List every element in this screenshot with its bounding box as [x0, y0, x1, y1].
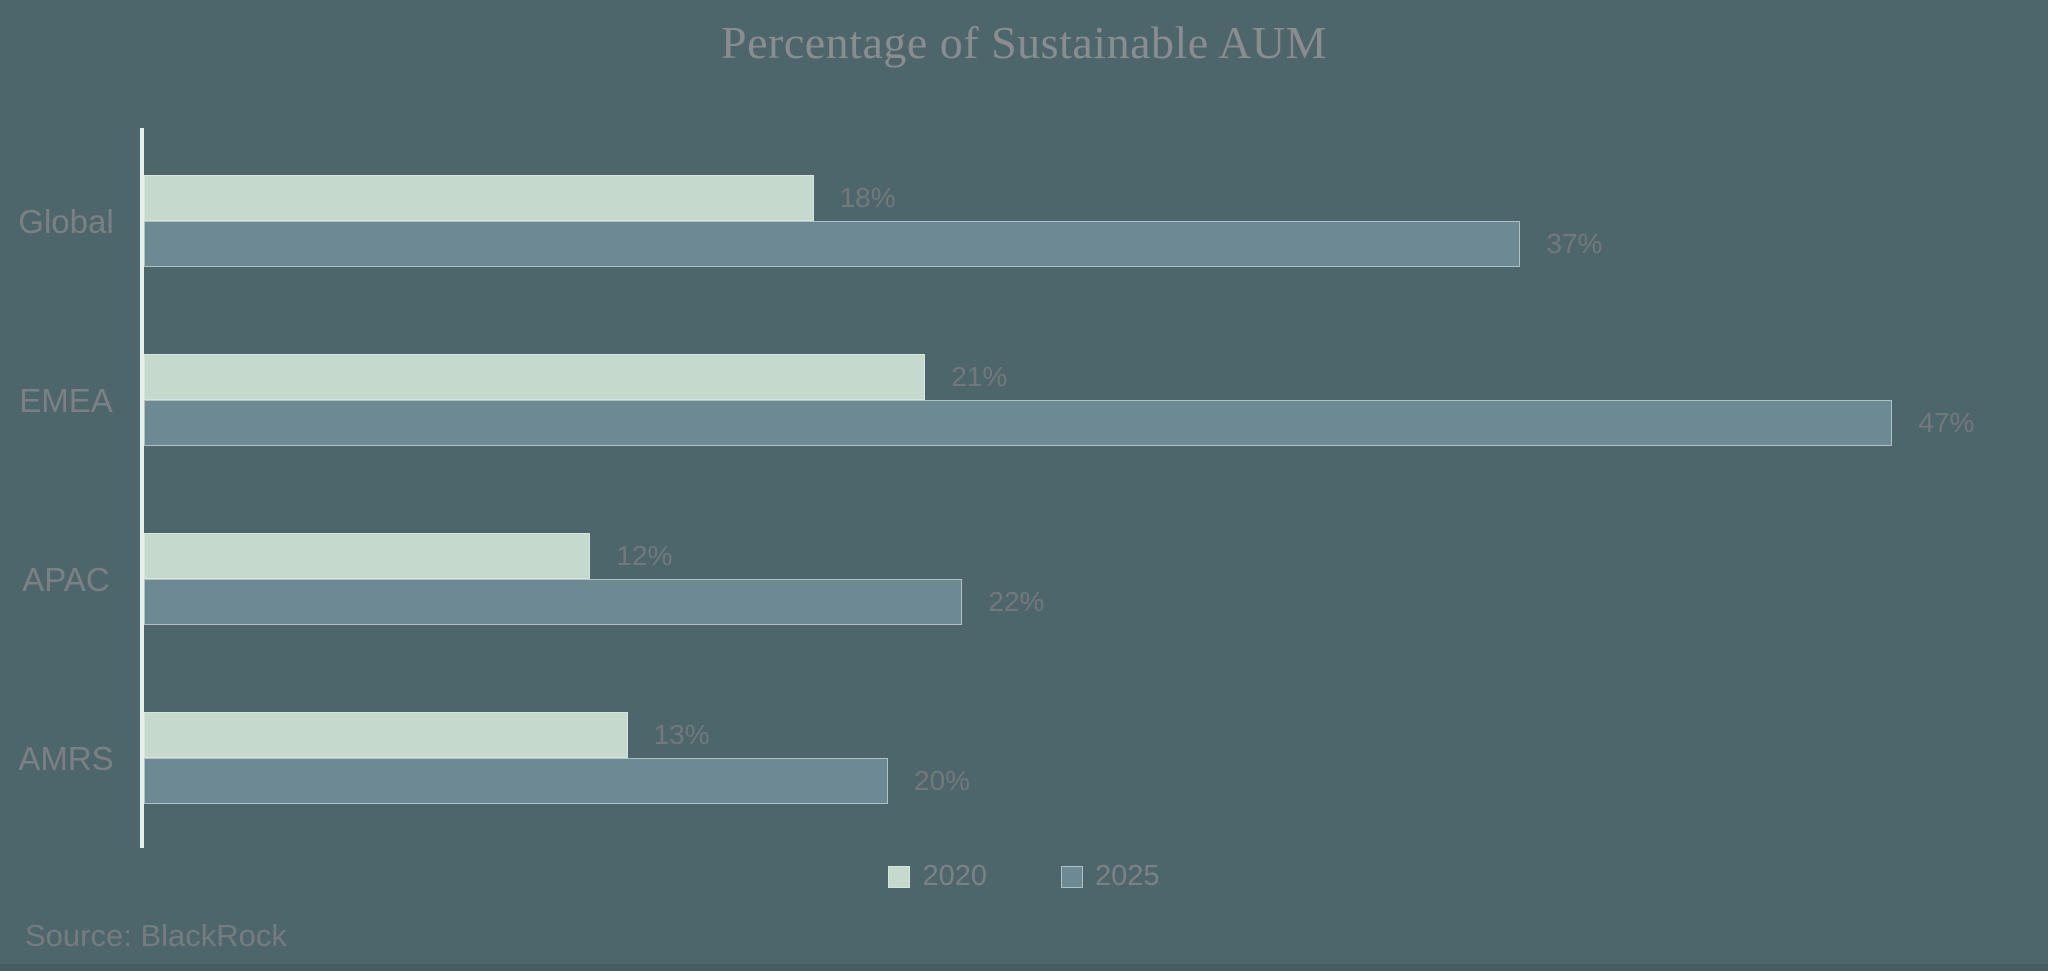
- value-label-global-2020: 18%: [839, 182, 896, 213]
- category-label-emea: EMEA: [19, 381, 113, 419]
- value-label-global-2025: 37%: [1546, 228, 1603, 259]
- value-label-apac-2025: 22%: [988, 586, 1045, 617]
- category-label-apac: APAC: [22, 560, 110, 598]
- legend-item-2025: 2025: [1061, 860, 1160, 893]
- bar-emea-2025: [144, 400, 1892, 446]
- category-label-amrs: AMRS: [18, 739, 114, 777]
- source-note: Source: BlackRock: [25, 918, 287, 953]
- value-label-emea-2025: 47%: [1918, 407, 1975, 438]
- value-label-apac-2020: 12%: [616, 540, 673, 571]
- value-label-amrs-2020: 13%: [653, 719, 710, 750]
- bottom-border-strip: [0, 964, 2048, 971]
- bar-global-2020: [144, 175, 814, 221]
- legend-swatch-2025: [1061, 865, 1083, 888]
- y-axis-line: [140, 128, 144, 848]
- value-label-amrs-2025: 20%: [914, 765, 971, 796]
- category-label-global: Global: [18, 202, 114, 240]
- chart-legend: 2020 2025: [0, 860, 2048, 893]
- bar-apac-2020: [144, 533, 590, 579]
- legend-label-2020: 2020: [922, 860, 987, 892]
- legend-label-2025: 2025: [1095, 860, 1160, 892]
- bar-amrs-2025: [144, 758, 888, 804]
- bar-amrs-2020: [144, 712, 628, 758]
- bar-global-2025: [144, 221, 1520, 267]
- legend-item-2020: 2020: [888, 860, 987, 893]
- chart-title: Percentage of Sustainable AUM: [721, 17, 1327, 68]
- bar-apac-2025: [144, 579, 962, 625]
- bar-emea-2020: [144, 354, 925, 400]
- value-label-emea-2020: 21%: [951, 361, 1008, 392]
- legend-swatch-2020: [888, 865, 911, 888]
